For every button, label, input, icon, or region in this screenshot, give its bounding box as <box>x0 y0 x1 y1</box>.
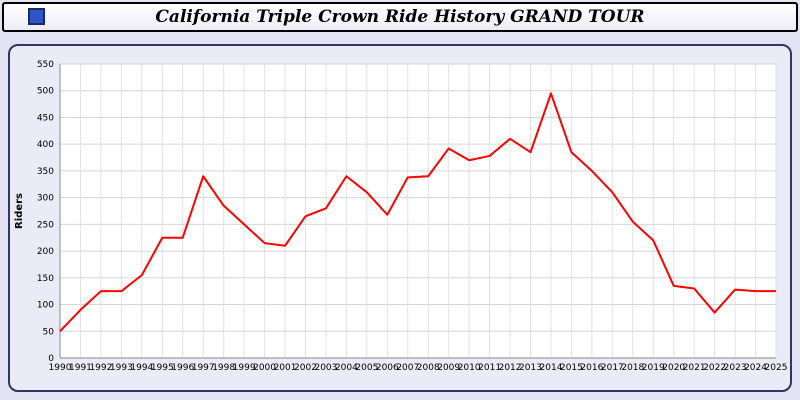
svg-text:1991: 1991 <box>69 363 92 373</box>
svg-text:2016: 2016 <box>580 363 603 373</box>
svg-text:550: 550 <box>37 60 54 70</box>
svg-text:2024: 2024 <box>744 363 767 373</box>
svg-text:1995: 1995 <box>151 363 174 373</box>
y-tick-labels: 0 50 100 150 200 250 300 350 400 450 500 550 <box>37 60 54 364</box>
riders-line <box>59 92 776 332</box>
svg-text:2015: 2015 <box>560 363 583 373</box>
svg-text:200: 200 <box>37 247 54 257</box>
svg-text:50: 50 <box>43 327 55 337</box>
y-axis-label: Riders <box>14 193 25 229</box>
ride-history-line-chart: 1990199119921993199419951996199719981999… <box>14 60 788 373</box>
svg-text:1998: 1998 <box>212 363 235 373</box>
svg-text:1993: 1993 <box>110 363 133 373</box>
page-title: California Triple Crown Ride History GRA… <box>155 7 645 27</box>
chart-panel: 1990 1991 1992 1993 1994 1995 1996 1997 1998 1999… <box>8 44 792 392</box>
svg-text:2005: 2005 <box>355 363 378 373</box>
svg-text:2011: 2011 <box>478 363 501 373</box>
svg-text:2004: 2004 <box>335 363 358 373</box>
svg-text:1997: 1997 <box>192 363 215 373</box>
svg-text:1996: 1996 <box>171 363 194 373</box>
svg-text:300: 300 <box>37 194 54 204</box>
svg-text:2014: 2014 <box>540 363 563 373</box>
svg-text:2007: 2007 <box>396 363 419 373</box>
svg-text:2001: 2001 <box>274 363 297 373</box>
svg-text:2019: 2019 <box>642 363 665 373</box>
svg-text:2022: 2022 <box>703 363 726 373</box>
app-icon <box>28 8 45 25</box>
svg-text:450: 450 <box>37 113 54 123</box>
svg-text:1992: 1992 <box>89 363 112 373</box>
svg-text:2018: 2018 <box>621 363 644 373</box>
svg-text:0: 0 <box>48 354 54 364</box>
svg-text:2021: 2021 <box>683 363 706 373</box>
svg-text:2025: 2025 <box>765 363 788 373</box>
svg-text:2020: 2020 <box>662 363 685 373</box>
svg-text:150: 150 <box>37 274 54 284</box>
svg-text:250: 250 <box>37 220 54 230</box>
svg-text:2010: 2010 <box>458 363 481 373</box>
svg-text:2012: 2012 <box>499 363 522 373</box>
svg-text:2000: 2000 <box>253 363 276 373</box>
svg-text:400: 400 <box>37 140 54 150</box>
svg-text:500: 500 <box>37 87 54 97</box>
svg-text:2009: 2009 <box>437 363 460 373</box>
plot-area <box>60 64 776 358</box>
x-tick-labels: 1990199119921993199419951996199719981999… <box>49 363 788 373</box>
svg-text:2006: 2006 <box>376 363 399 373</box>
svg-text:2008: 2008 <box>417 363 440 373</box>
header-bar: California Triple Crown Ride History GRA… <box>2 2 798 32</box>
svg-text:1990: 1990 <box>49 363 72 373</box>
svg-text:2013: 2013 <box>519 363 542 373</box>
svg-text:2017: 2017 <box>601 363 624 373</box>
svg-text:2003: 2003 <box>314 363 337 373</box>
gridlines <box>59 63 777 359</box>
svg-text:1994: 1994 <box>130 363 153 373</box>
svg-text:2002: 2002 <box>294 363 317 373</box>
svg-text:2023: 2023 <box>724 363 747 373</box>
svg-text:100: 100 <box>37 301 54 311</box>
svg-text:1999: 1999 <box>233 363 256 373</box>
svg-text:350: 350 <box>37 167 54 177</box>
